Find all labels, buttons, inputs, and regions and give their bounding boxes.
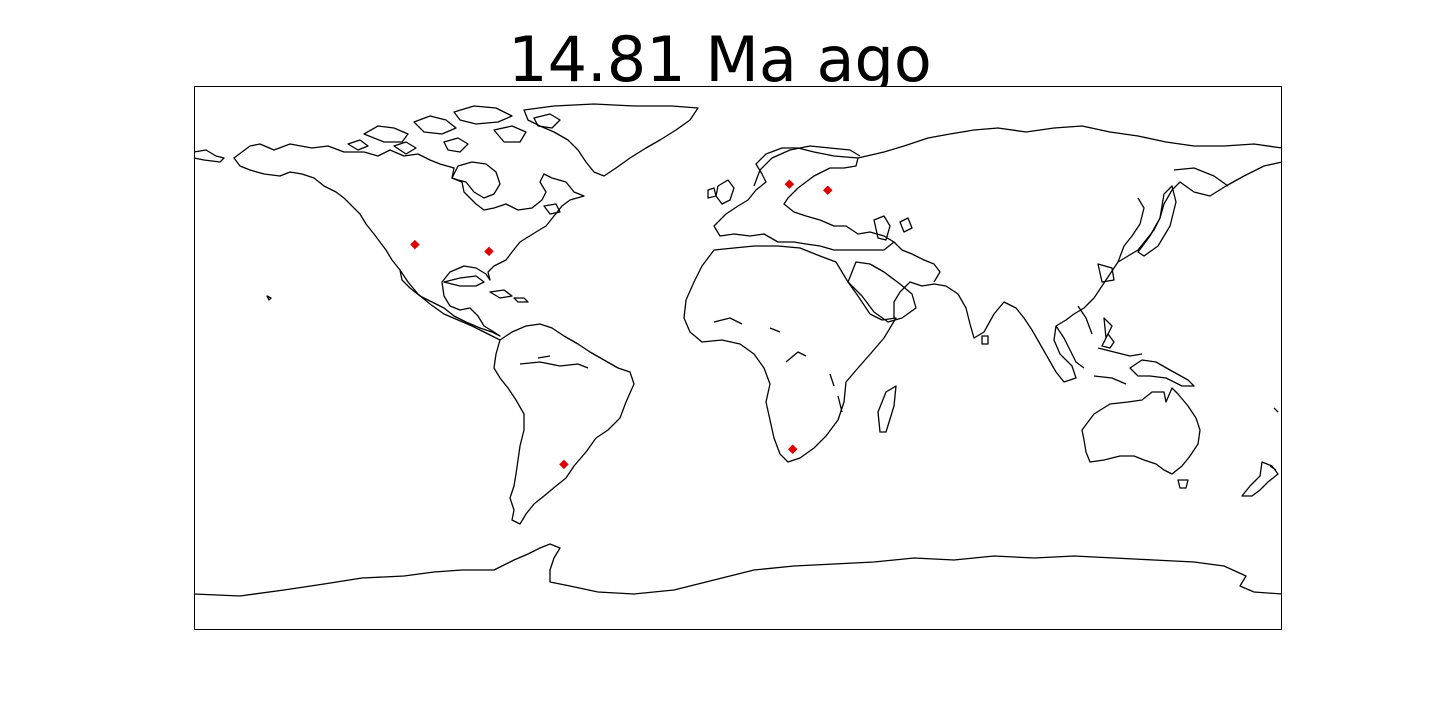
coastline-sakhalin-korea — [1097, 167, 1229, 283]
fossil-markers — [410, 179, 833, 470]
coastline-africa — [683, 245, 897, 463]
coastlines — [194, 103, 1282, 597]
coastline-south-america — [493, 323, 635, 525]
coastline-african-lakes — [713, 317, 843, 413]
coastline-amazon — [519, 355, 589, 369]
coastline-hudson-bay — [451, 161, 501, 199]
coastline-scandinavia — [753, 145, 861, 187]
coastline-se-asia — [1055, 305, 1195, 387]
coastline-antarctica — [194, 543, 1282, 597]
coastline-australia — [1081, 387, 1201, 475]
location-marker — [822, 185, 833, 196]
coastline-arabia — [847, 261, 917, 323]
coastline-british-isles — [707, 179, 735, 205]
coastline-central-america — [399, 269, 529, 341]
location-marker — [784, 179, 795, 190]
coastline-japan — [1137, 185, 1177, 257]
coastline-sri-lanka — [981, 335, 989, 345]
coastline-tasmania-nz — [1177, 407, 1279, 497]
map-frame — [194, 86, 1282, 630]
location-marker — [484, 246, 494, 257]
world-map — [194, 86, 1282, 630]
page-title: 14.81 Ma ago — [508, 23, 932, 96]
coastline-arctic-islands — [347, 105, 561, 215]
location-marker — [410, 239, 420, 250]
coastline-hawaii — [266, 295, 272, 301]
location-marker — [559, 459, 569, 470]
coastline-north-america — [194, 143, 585, 337]
coastline-greenland — [523, 103, 699, 177]
coastline-caspian — [873, 215, 913, 241]
coastline-asia — [857, 125, 1282, 383]
map-canvas — [194, 86, 1282, 630]
location-marker — [787, 444, 798, 455]
coastline-madagascar — [877, 385, 897, 433]
coastline-europe — [713, 147, 895, 251]
